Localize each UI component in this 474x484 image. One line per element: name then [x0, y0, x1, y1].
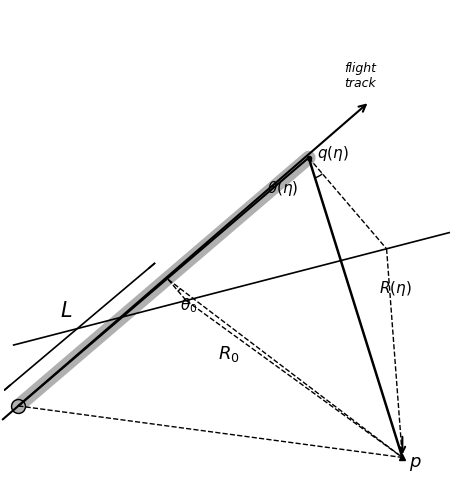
Text: $\theta(\eta)$: $\theta(\eta)$	[266, 179, 298, 197]
Text: flight
track: flight track	[344, 62, 376, 90]
Text: $\theta_0$: $\theta_0$	[180, 296, 197, 315]
Text: $R(\eta)$: $R(\eta)$	[379, 279, 412, 298]
Text: $R_0$: $R_0$	[218, 345, 240, 364]
Text: $L$: $L$	[60, 301, 72, 321]
Text: $p$: $p$	[410, 455, 422, 473]
Text: $q(\eta)$: $q(\eta)$	[317, 144, 349, 163]
